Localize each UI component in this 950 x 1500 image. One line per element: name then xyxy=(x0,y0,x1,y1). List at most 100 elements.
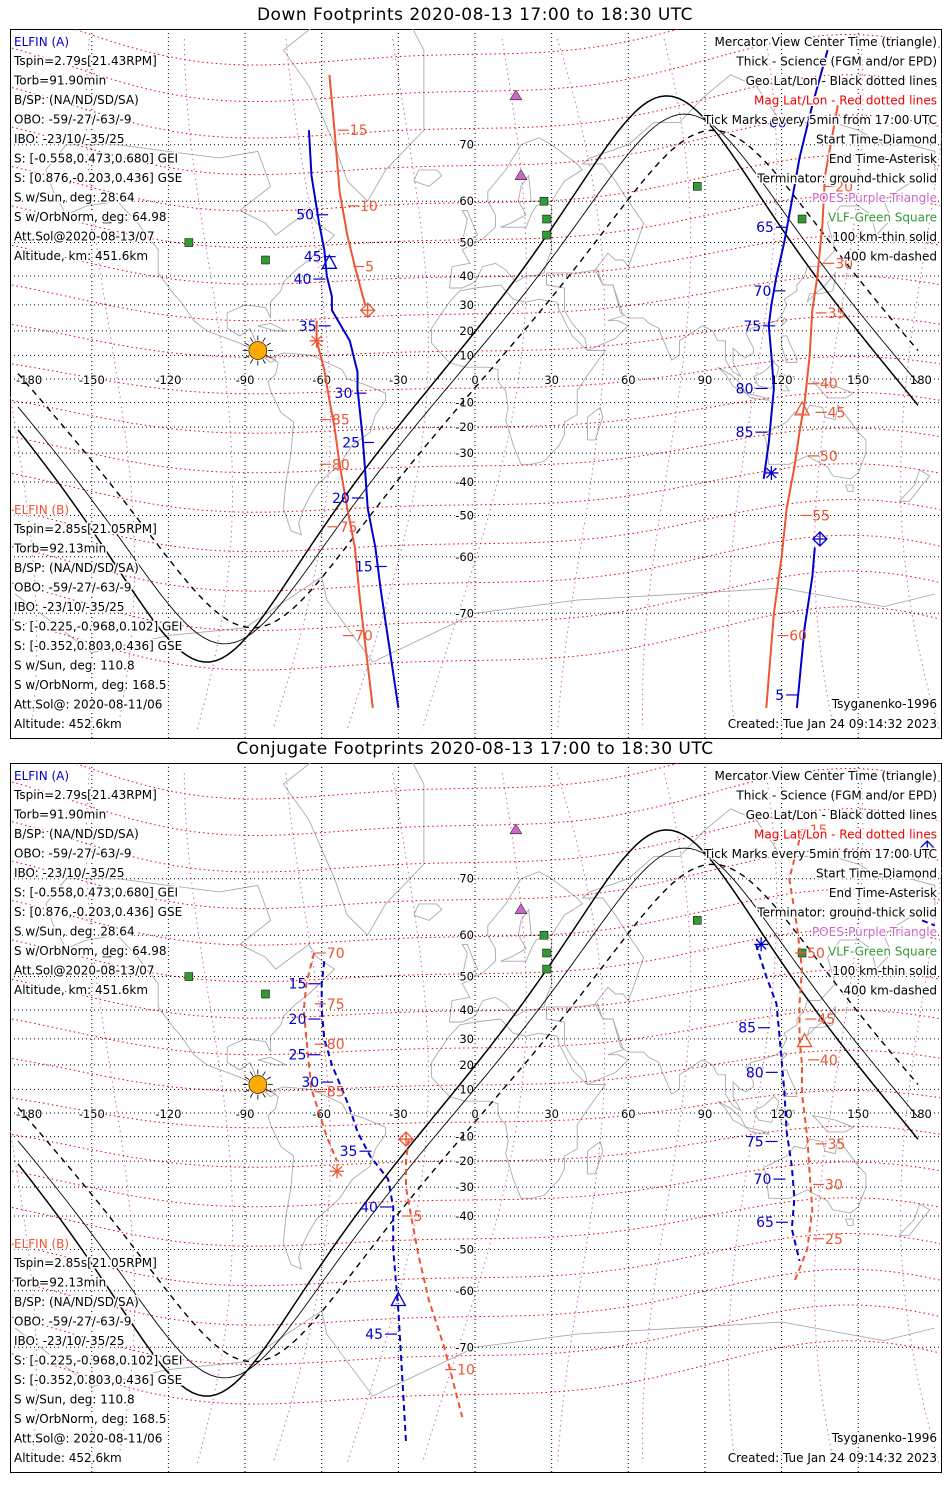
elfin-b-info-line: Torb=92.13min xyxy=(13,1276,106,1290)
elfin-b-info-line: S w/OrbNorm, deg: 168.5 xyxy=(14,1412,166,1426)
mag-meridian xyxy=(642,38,692,730)
coastline xyxy=(717,1100,747,1129)
elfin-a-info-line: IBO: -23/10/-35/25 xyxy=(14,132,125,146)
map-frame xyxy=(10,29,942,739)
elfin-a-tick-label: 25 xyxy=(342,435,360,451)
terminator-100km xyxy=(17,847,919,1379)
poes-triangle xyxy=(509,89,523,101)
down-footprints-title: Down Footprints 2020-08-13 17:00 to 18:3… xyxy=(256,5,694,25)
sun-ray xyxy=(249,1092,254,1098)
elfin-b-tick-label: 70 xyxy=(327,946,345,962)
mag-meridian xyxy=(556,772,606,1464)
vlf-square xyxy=(539,196,549,206)
end-asterisk xyxy=(754,937,769,952)
elfin-b-tick-label: 50 xyxy=(807,946,825,962)
mag-latitude xyxy=(11,929,941,983)
lat-tick-label: 50 xyxy=(459,970,474,984)
legend-line: Thick - Science (FGM and/or EPD) xyxy=(735,789,937,803)
elfin-a-track xyxy=(755,944,801,1262)
elfin-b-tick-label: 45 xyxy=(817,1012,835,1028)
lat-tick-label: -10 xyxy=(455,1130,474,1144)
mag-grid xyxy=(10,763,942,1464)
coastline xyxy=(781,335,798,363)
elfin-b-tick-label: 80 xyxy=(332,457,350,473)
start-diamond xyxy=(398,1131,414,1147)
elfin-b-info-line: B/SP: (NA/ND/SD/SA) xyxy=(14,561,139,575)
mag-latitude xyxy=(11,1268,941,1326)
mag-meridian xyxy=(727,772,778,1464)
center-triangle xyxy=(796,1032,813,1048)
elfin-a-tick-label: 60 xyxy=(769,115,787,131)
sun-ray xyxy=(249,337,254,343)
elfin-b-info-line: S: [-0.352,0.803,0.436] GSE xyxy=(14,1373,182,1387)
lon-tick-label: -90 xyxy=(236,373,255,387)
elfin-a-tick-label: 15 xyxy=(289,977,307,993)
elfin-a-info-line: OBO: -59/-27/-63/-9 xyxy=(14,113,131,127)
elfin-a-info-line: S: [0.876,-0.203,0.436] GSE xyxy=(14,905,182,919)
sun-icon xyxy=(242,335,273,366)
elfin-b-info-line: S w/Sun, deg: 110.8 xyxy=(14,659,135,673)
stations xyxy=(102,823,807,999)
vlf-square xyxy=(693,916,702,925)
vlf-square xyxy=(693,182,702,191)
lon-tick-label: -150 xyxy=(79,1107,105,1121)
coastline xyxy=(745,392,771,401)
elfin-a-tick-label: 5 xyxy=(775,688,784,704)
elfin-a-info-line: S w/Sun, deg: 28.64 xyxy=(14,925,135,939)
coastline xyxy=(898,469,931,502)
sun-icon xyxy=(242,1069,273,1100)
mag-latitude xyxy=(11,570,941,632)
legend-line: Geo Lat/Lon - Black dotted lines xyxy=(746,808,937,822)
elfin-a-tick-label: 70 xyxy=(754,1172,772,1188)
created-timestamp: Created: Tue Jan 24 09:14:32 2023 xyxy=(728,1451,937,1465)
mag-meridian xyxy=(85,772,136,1464)
mag-meridian xyxy=(85,38,136,730)
elfin-a-tick-label: 40 xyxy=(294,272,312,288)
terminator-100km xyxy=(17,113,919,645)
center-triangle xyxy=(321,253,338,269)
coastline xyxy=(546,269,630,352)
elfin-a-name: ELFIN (A) xyxy=(14,35,69,49)
elfin-b-info-line: S: [-0.352,0.803,0.436] GSE xyxy=(14,639,182,653)
elfin-a-tick-label: 15 xyxy=(355,560,373,576)
elfin-b-info-line: Altitude: 452.6km xyxy=(14,717,122,731)
elfin-b-info-line: S w/OrbNorm, deg: 168.5 xyxy=(14,678,166,692)
coastline xyxy=(763,1138,867,1214)
terminator-ground xyxy=(17,829,919,1397)
elfin-b-tick-label: 5 xyxy=(365,260,374,276)
vlf-square xyxy=(261,255,270,265)
elfin-a-info-line: Tspin=2.79s[21.43RPM] xyxy=(13,788,157,802)
elfin-a-tick-label: 80 xyxy=(736,381,754,397)
legend-line: Start Time-Diamond xyxy=(816,133,937,147)
sun-ray xyxy=(262,358,266,364)
elfin-b-info-line: S: [-0.225,-0.968,0.102] GEI xyxy=(14,620,182,634)
terminator-ground xyxy=(17,95,919,663)
vlf-square xyxy=(184,972,194,981)
created-timestamp: Created: Tue Jan 24 09:14:32 2023 xyxy=(728,717,937,731)
coastline xyxy=(448,137,583,289)
lat-tick-label: 60 xyxy=(459,928,474,942)
coastline xyxy=(778,373,796,392)
coastline xyxy=(745,1126,771,1135)
legend-line: Mag Lat/Lon - Red dotted lines xyxy=(754,94,937,108)
elfin-a-tick-label: 45 xyxy=(365,1327,383,1343)
lat-tick-label: -50 xyxy=(455,508,474,522)
lon-tick-label: -30 xyxy=(389,373,408,387)
end-asterisk xyxy=(330,1164,345,1179)
coastline xyxy=(14,1310,936,1397)
elfin-b-info-line: Tspin=2.85s[21.05RPM] xyxy=(13,522,157,536)
lat-tick-label: 60 xyxy=(459,194,474,208)
elfin-a-tick-label: 80 xyxy=(746,1065,764,1081)
coastline xyxy=(461,209,479,244)
elfin-a-info-line: S w/OrbNorm, deg: 64.98 xyxy=(14,944,166,958)
lon-tick-label: 90 xyxy=(698,373,713,387)
legend-line: Terminator: ground-thick solid xyxy=(756,172,937,186)
sun-ray xyxy=(244,355,250,359)
elfin-b-tick-label: 55 xyxy=(812,508,830,524)
elfin-b-info-line: OBO: -59/-27/-63/-9 xyxy=(14,1315,131,1329)
mag-meridian xyxy=(183,772,233,1464)
elfin-a-track xyxy=(307,130,400,709)
coastline xyxy=(267,1086,387,1270)
elfin-b-info-line: IBO: -23/10/-35/25 xyxy=(14,600,125,614)
elfin-a-track xyxy=(795,547,816,708)
